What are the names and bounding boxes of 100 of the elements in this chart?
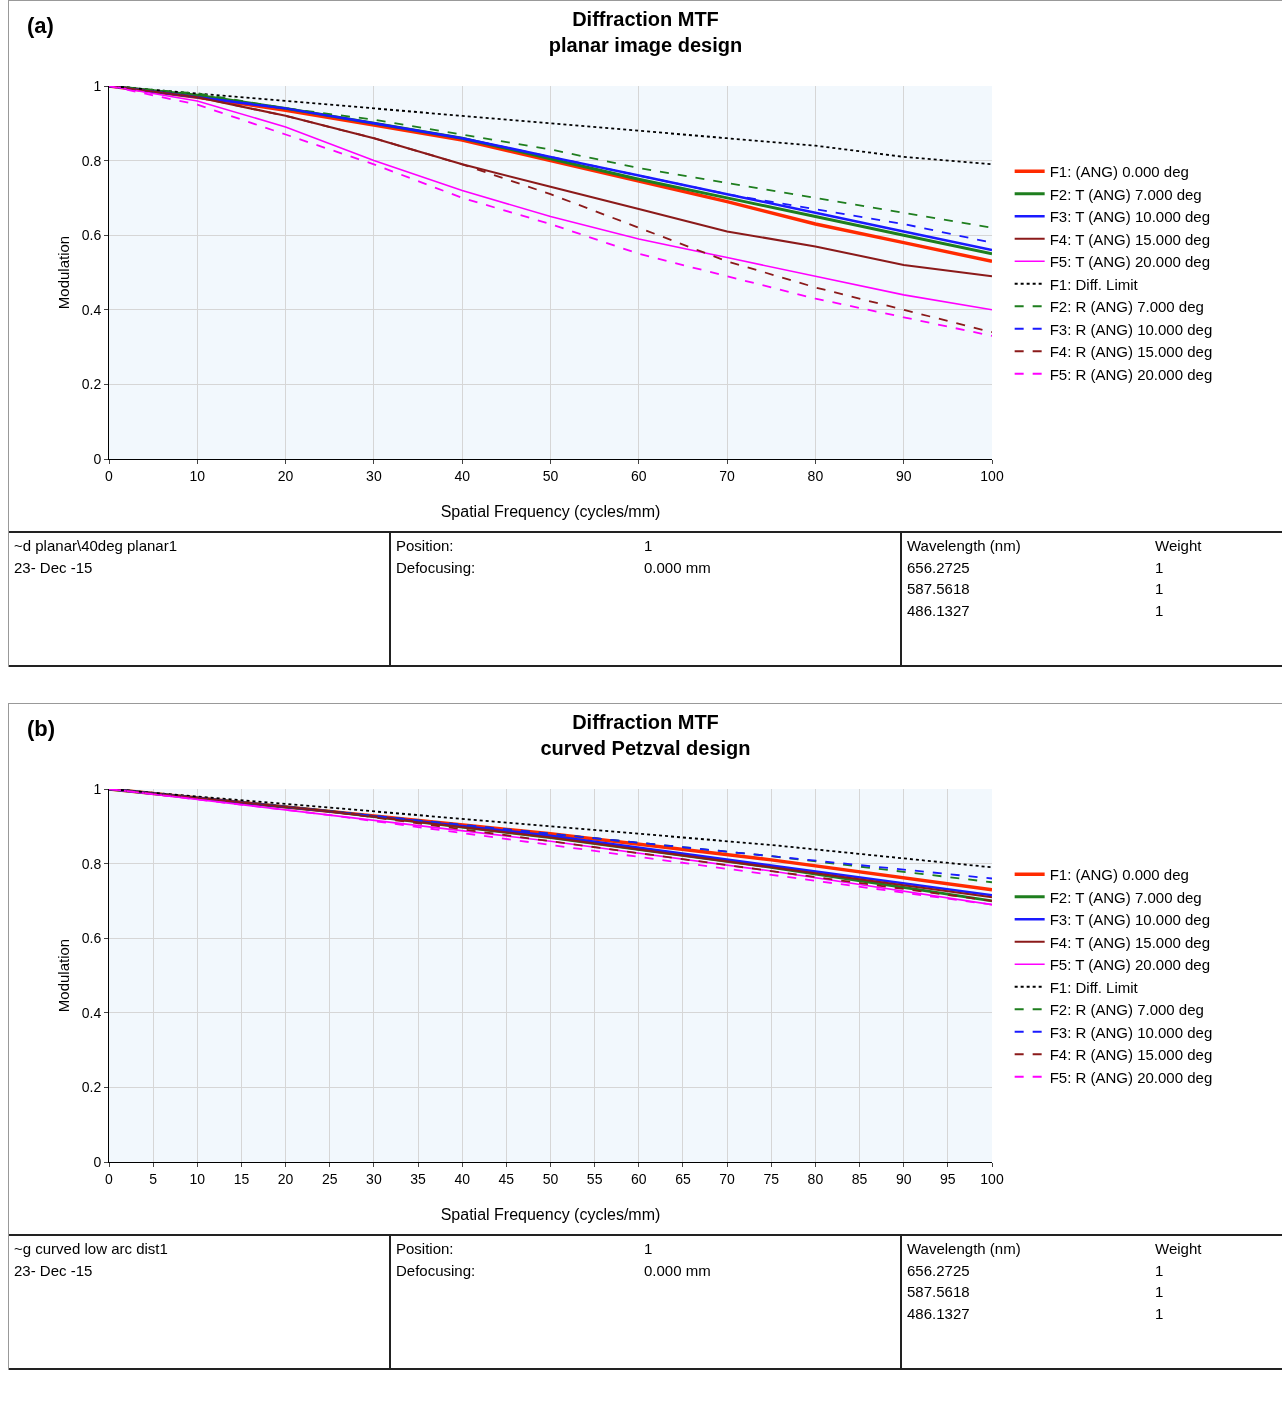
x-tick-label: 0 xyxy=(105,1170,114,1187)
legend-label: F4: T (ANG) 15.000 deg xyxy=(1049,230,1211,248)
x-tick-label: 15 xyxy=(233,1170,250,1187)
x-tick-label: 30 xyxy=(366,467,382,484)
legend-label: F3: T (ANG) 10.000 deg xyxy=(1049,208,1211,226)
legend-label: F3: R (ANG) 10.000 deg xyxy=(1049,320,1213,338)
legend-label: F4: T (ANG) 15.000 deg xyxy=(1049,933,1211,951)
x-tick-label: 30 xyxy=(366,1170,382,1187)
x-tick-label: 50 xyxy=(542,1170,559,1187)
text: 656.2725 xyxy=(907,1260,971,1281)
x-tick-label: 75 xyxy=(763,1170,780,1187)
text: 1 xyxy=(1155,557,1165,578)
x-tick-label: 10 xyxy=(189,467,206,484)
x-tick-label: 100 xyxy=(980,467,1004,484)
x-tick-label: 90 xyxy=(895,1170,912,1187)
legend-label: F5: R (ANG) 20.000 deg xyxy=(1049,1068,1213,1086)
text: ~g curved low arc dist1 xyxy=(14,1239,169,1259)
x-tick-label: 60 xyxy=(631,1170,647,1187)
x-tick-label: 80 xyxy=(807,467,824,484)
text: 23- Dec -15 xyxy=(14,1260,94,1281)
x-tick-label: 95 xyxy=(940,1170,956,1187)
x-tick-label: 70 xyxy=(719,467,736,484)
text: Wavelength (nm) xyxy=(907,1239,1022,1259)
y-tick-label: 0.2 xyxy=(81,376,102,393)
x-tick-label: 90 xyxy=(895,467,912,484)
x-tick-label: 50 xyxy=(542,467,559,484)
chart-title: Diffraction MTF xyxy=(572,8,719,31)
x-tick-label: 60 xyxy=(631,467,647,484)
x-tick-label: 10 xyxy=(189,1170,206,1187)
text: Position: xyxy=(396,1239,455,1259)
text: 1 xyxy=(1155,1303,1165,1324)
y-tick-label: 0.8 xyxy=(81,855,102,872)
x-tick-label: 85 xyxy=(851,1170,868,1187)
text: 1 xyxy=(644,536,654,556)
y-axis-title: Modulation xyxy=(55,938,72,1013)
y-tick-label: 0 xyxy=(93,1153,102,1170)
y-tick-label: 0.8 xyxy=(81,152,102,169)
text: Defocusing: xyxy=(396,1260,477,1281)
text: 587.5618 xyxy=(907,579,971,599)
text: (b) xyxy=(27,716,56,741)
text: 0.000 mm xyxy=(644,557,712,578)
text: Weight xyxy=(1155,1239,1203,1259)
x-tick-label: 55 xyxy=(586,1170,603,1187)
legend-label: F4: R (ANG) 15.000 deg xyxy=(1049,343,1213,361)
y-tick-label: 0.6 xyxy=(81,930,102,947)
legend-label: F2: R (ANG) 7.000 deg xyxy=(1049,298,1204,316)
legend-label: F2: T (ANG) 7.000 deg xyxy=(1049,888,1202,906)
legend-label: F5: R (ANG) 20.000 deg xyxy=(1049,365,1213,383)
x-tick-label: 40 xyxy=(454,467,471,484)
x-tick-label: 25 xyxy=(321,1170,338,1187)
y-tick-label: 0.6 xyxy=(81,227,102,244)
text: Position: xyxy=(396,536,455,556)
chart-subtitle: curved Petzval design xyxy=(540,737,751,760)
text: 1 xyxy=(1155,579,1165,599)
text: 0.000 mm xyxy=(644,1260,712,1281)
legend-label: F1: (ANG) 0.000 deg xyxy=(1049,866,1189,884)
x-tick-label: 45 xyxy=(498,1170,515,1187)
y-tick-label: 1 xyxy=(93,780,102,797)
text: 23- Dec -15 xyxy=(14,557,94,578)
legend-label: F5: T (ANG) 20.000 deg xyxy=(1049,253,1211,271)
y-axis-title: Modulation xyxy=(55,235,72,310)
x-tick-label: 40 xyxy=(454,1170,471,1187)
text: 1 xyxy=(644,1239,654,1259)
text: 1 xyxy=(1155,1260,1165,1281)
text: 587.5618 xyxy=(907,1282,971,1302)
legend-label: F3: R (ANG) 10.000 deg xyxy=(1049,1023,1213,1041)
text: 486.1327 xyxy=(907,1303,971,1324)
y-tick-label: 0.4 xyxy=(81,1004,102,1021)
x-tick-label: 35 xyxy=(410,1170,427,1187)
x-tick-label: 20 xyxy=(277,467,294,484)
y-tick-label: 0.4 xyxy=(81,301,102,318)
text: 486.1327 xyxy=(907,600,971,621)
text: ~d planar\40deg planar1 xyxy=(14,536,179,556)
y-tick-label: 0.2 xyxy=(81,1079,102,1096)
legend-label: F1: Diff. Limit xyxy=(1049,978,1139,996)
x-tick-label: 100 xyxy=(980,1170,1004,1187)
x-tick-label: 0 xyxy=(105,467,114,484)
x-tick-label: 65 xyxy=(675,1170,691,1187)
chart-title: Diffraction MTF xyxy=(572,711,719,734)
text: (a) xyxy=(27,13,54,38)
legend-label: F5: T (ANG) 20.000 deg xyxy=(1049,956,1211,974)
text: 656.2725 xyxy=(907,557,971,578)
legend-label: F1: (ANG) 0.000 deg xyxy=(1049,163,1189,181)
x-tick-label: 80 xyxy=(807,1170,824,1187)
legend-label: F4: R (ANG) 15.000 deg xyxy=(1049,1046,1213,1064)
text: 1 xyxy=(1155,600,1165,621)
y-tick-label: 0 xyxy=(93,450,102,467)
x-tick-label: 20 xyxy=(277,1170,294,1187)
chart-subtitle: planar image design xyxy=(548,34,743,57)
text: Wavelength (nm) xyxy=(907,536,1022,556)
legend-label: F3: T (ANG) 10.000 deg xyxy=(1049,911,1211,929)
x-tick-label: 5 xyxy=(149,1170,158,1187)
text: Weight xyxy=(1155,536,1203,556)
legend-label: F1: Diff. Limit xyxy=(1049,275,1139,293)
text: 1 xyxy=(1155,1282,1165,1302)
x-axis-title: Spatial Frequency (cycles/mm) xyxy=(440,503,661,520)
y-tick-label: 1 xyxy=(93,77,102,94)
legend-label: F2: T (ANG) 7.000 deg xyxy=(1049,185,1202,203)
legend-label: F2: R (ANG) 7.000 deg xyxy=(1049,1001,1204,1019)
x-axis-title: Spatial Frequency (cycles/mm) xyxy=(440,1206,661,1223)
